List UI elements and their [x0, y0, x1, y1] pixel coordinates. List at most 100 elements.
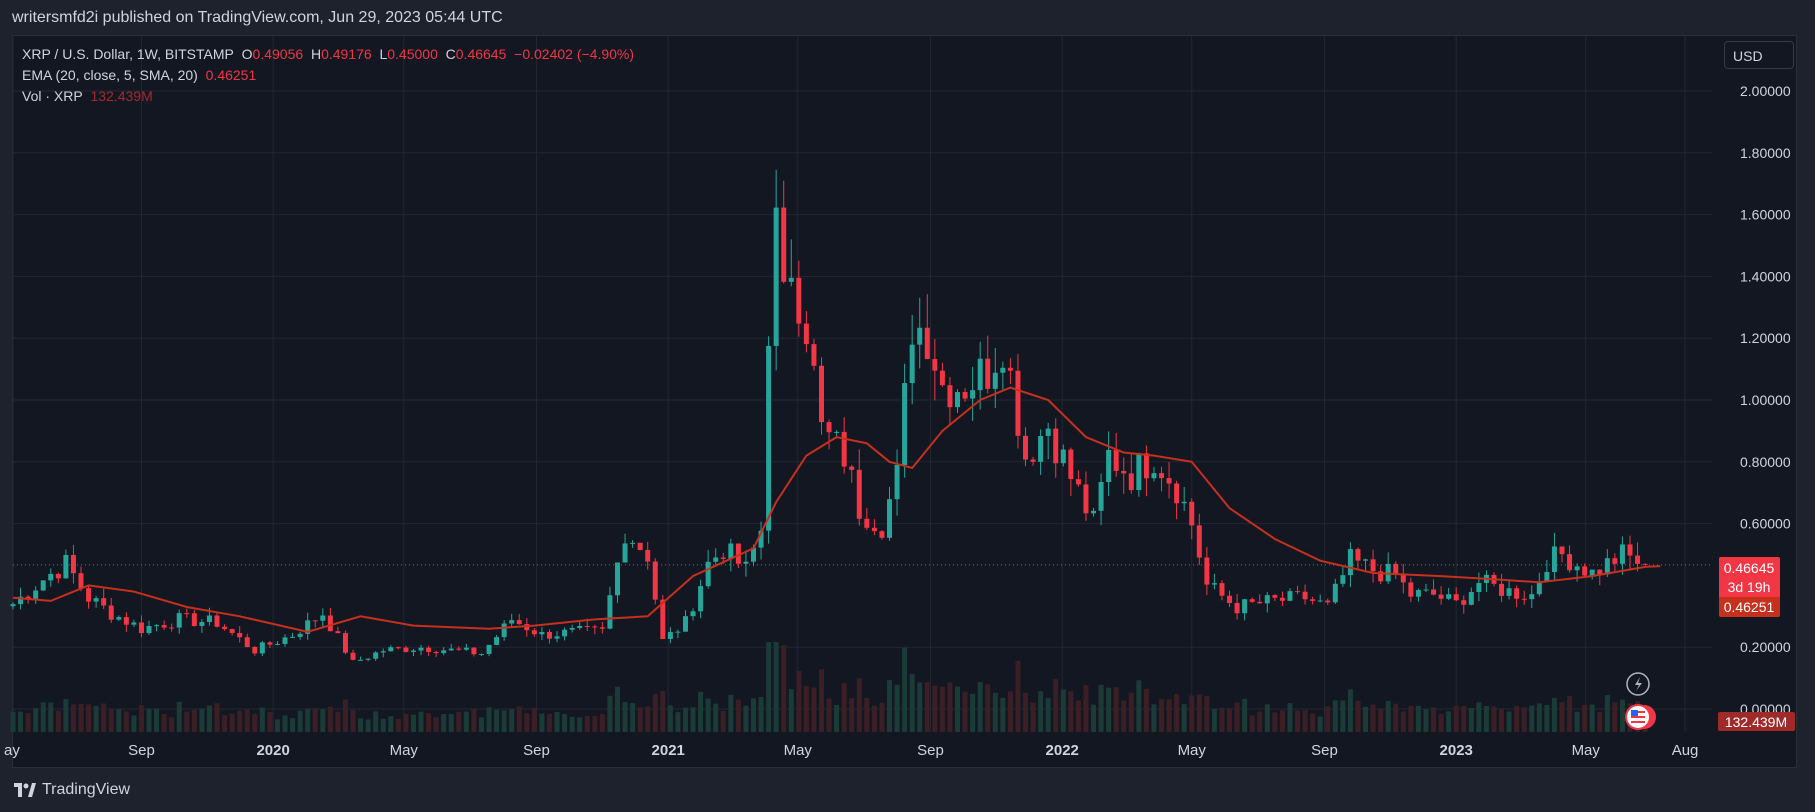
candle-body — [1015, 370, 1021, 436]
volume-bar — [1317, 716, 1323, 732]
volume-bar — [33, 708, 39, 732]
candle-body — [728, 543, 734, 559]
candle-body — [116, 617, 122, 620]
volume-bar — [698, 691, 704, 732]
volume-bar — [441, 713, 447, 732]
volume-bar — [841, 683, 847, 732]
volume-bar — [244, 709, 250, 732]
candle-body — [539, 631, 545, 635]
candle-body — [206, 615, 212, 623]
candle-body — [1400, 574, 1406, 583]
volume-bar — [380, 718, 386, 732]
candle-body — [955, 392, 961, 408]
ema-line — [12, 386, 1661, 633]
symbol-title[interactable]: XRP / U.S. Dollar, 1W, BITSTAMP — [22, 46, 234, 62]
candle-body — [1023, 435, 1029, 460]
candle-body — [675, 631, 681, 633]
volume-bar — [1272, 712, 1278, 732]
volume-bar — [682, 707, 688, 732]
volume-bar — [1287, 703, 1293, 732]
candle-body — [33, 590, 39, 599]
volume-bar — [1612, 702, 1618, 732]
candle-body — [403, 647, 409, 652]
candle-body — [811, 344, 817, 366]
volume-bar — [1400, 711, 1406, 732]
candle-body — [1347, 549, 1353, 576]
volume-bar — [388, 716, 394, 732]
candle-body — [1234, 602, 1240, 614]
lightning-icon[interactable] — [1626, 672, 1650, 696]
candle-body — [970, 390, 976, 399]
candle-body — [305, 620, 311, 634]
volume-bar — [1136, 680, 1142, 732]
volume-bar — [887, 680, 893, 732]
ema-value: 0.46251 — [1724, 599, 1775, 615]
candle-body — [1574, 566, 1580, 571]
volume-bar — [78, 703, 84, 732]
volume-bar — [871, 705, 877, 732]
candle-body — [395, 647, 401, 649]
price-tick-label: 1.20000 — [1740, 330, 1791, 346]
ema-legend-label[interactable]: EMA (20, close, 5, SMA, 20) — [22, 67, 198, 83]
currency-button[interactable]: USD — [1724, 41, 1794, 69]
volume-bar — [614, 686, 620, 732]
volume-bar — [758, 696, 764, 732]
candle-body — [1121, 470, 1127, 474]
volume-bar — [1604, 695, 1610, 732]
candle-body — [932, 359, 938, 371]
volume-bar — [1204, 696, 1210, 732]
volume-bar — [1023, 692, 1029, 732]
close-value: 0.46645 — [455, 46, 507, 62]
volume-bar — [259, 707, 265, 732]
candle-body — [1559, 546, 1565, 555]
volume-bar — [161, 713, 167, 732]
candle-body — [758, 530, 764, 548]
candle-body — [743, 561, 749, 564]
volume-bar — [1544, 704, 1550, 732]
candle-body — [531, 630, 537, 635]
candle-body — [123, 617, 129, 625]
candle-body — [101, 598, 107, 606]
time-tick-label: May — [390, 742, 419, 759]
volume-bar — [1113, 687, 1119, 732]
volume-bar — [1219, 707, 1225, 732]
candle-body — [1113, 449, 1119, 471]
candle-body — [879, 531, 885, 538]
candle-body — [93, 598, 99, 602]
time-tick-label: 2023 — [1440, 742, 1473, 759]
volume-bar — [1461, 705, 1467, 732]
candle-body — [1211, 583, 1217, 585]
volume-bar — [743, 705, 749, 732]
candle-body — [1385, 563, 1391, 582]
candle-body — [849, 466, 855, 470]
candle-body — [796, 277, 802, 324]
volume-bar — [116, 709, 122, 732]
candle-body — [841, 431, 847, 467]
volume-bar — [962, 691, 968, 732]
candle-body — [494, 637, 500, 645]
tradingview-footer[interactable]: TradingView — [14, 781, 130, 799]
candle-body — [1242, 599, 1248, 614]
candle-body — [1128, 473, 1134, 491]
volume-bar — [1536, 703, 1542, 732]
candle-body — [342, 633, 348, 653]
volume-bar — [1264, 704, 1270, 732]
volume-bar — [373, 711, 379, 732]
candle-body — [1166, 478, 1172, 484]
us-flag-icon[interactable] — [1625, 704, 1656, 730]
candle-body — [1544, 572, 1550, 582]
ema-legend-value: 0.46251 — [205, 67, 257, 83]
candlesticks — [10, 169, 1648, 662]
candle-body — [516, 620, 522, 625]
candle-body — [486, 644, 492, 654]
candle-body — [720, 557, 726, 559]
volume-bar — [176, 701, 182, 732]
volume-legend-label[interactable]: Vol · XRP — [22, 88, 83, 104]
volume-bar — [947, 682, 953, 732]
candle-body — [1143, 453, 1149, 479]
candle-body — [1257, 601, 1263, 604]
candle-body — [433, 651, 439, 654]
candle-body — [705, 561, 711, 587]
candle-body — [1279, 597, 1285, 601]
